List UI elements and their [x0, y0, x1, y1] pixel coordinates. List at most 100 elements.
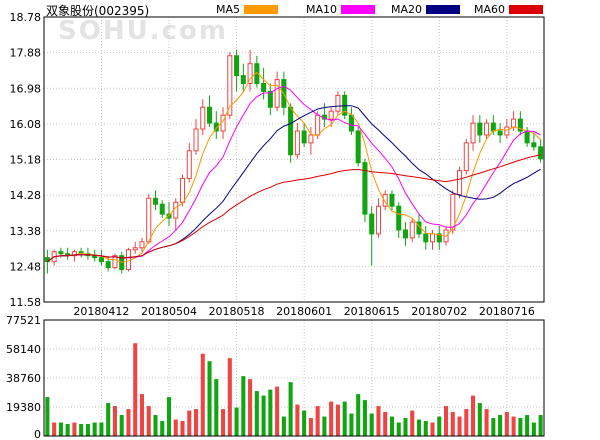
price-tick-label: 13.38 — [10, 225, 42, 238]
candle-down — [497, 130, 503, 136]
volume-bar-up — [126, 409, 131, 436]
candle-up — [484, 122, 490, 136]
ma5-line — [47, 71, 541, 263]
volume-bar-down — [322, 416, 327, 436]
volume-bar-down — [362, 400, 367, 436]
candle-up — [335, 94, 341, 112]
plot-frame — [43, 16, 545, 437]
volume-bar-up — [227, 358, 232, 436]
volume-bar-down — [207, 361, 212, 436]
candle-down — [166, 213, 172, 219]
volume-bar-down — [119, 415, 124, 436]
moving-average-lines — [47, 71, 541, 263]
candle-down — [402, 229, 409, 239]
volume-bar-up — [248, 379, 253, 436]
legend-ma5: MA5 — [216, 3, 279, 16]
candle-up — [247, 63, 253, 84]
volume-bar-up — [335, 404, 340, 436]
volume-bar-down — [214, 379, 219, 436]
candle-down — [436, 233, 442, 243]
volume-bar-up — [173, 419, 178, 436]
date-tick-label: 20180601 — [276, 305, 332, 318]
candle-down — [105, 261, 111, 269]
price-tick-label: 11.58 — [10, 296, 42, 309]
volume-bar-up — [315, 406, 320, 436]
volume-bar-down — [302, 410, 307, 436]
volume-bar-up — [430, 422, 435, 436]
volume-bar-down — [65, 424, 70, 436]
volume-bar-down — [531, 422, 536, 436]
volume-bar-down — [403, 418, 408, 436]
volume-bar-down — [234, 407, 239, 436]
candle-up — [463, 142, 469, 172]
candle-up — [112, 255, 118, 269]
candle-down — [348, 114, 354, 132]
legend-ma20: MA20 — [391, 2, 461, 16]
candle-up — [511, 118, 517, 128]
candle-down — [490, 122, 496, 132]
legend-ma10-label: MA10 — [306, 2, 338, 16]
volume-bar-down — [99, 422, 104, 436]
volume-bar-down — [241, 376, 246, 436]
volume-bar-down — [160, 421, 165, 436]
candle-down — [159, 203, 165, 215]
volume-bar-down — [538, 415, 543, 436]
volume-bar-up — [329, 401, 334, 436]
price-tick-label: 16.08 — [10, 118, 42, 131]
volume-bar-up — [410, 410, 415, 436]
volume-bar-down — [498, 415, 503, 436]
candle-up — [227, 55, 233, 116]
volume-bar-up — [112, 406, 117, 436]
volume-bar-down — [389, 416, 394, 436]
candle-up — [457, 170, 463, 195]
volume-bar-up — [139, 394, 144, 436]
price-tick-label: 18.78 — [10, 11, 42, 24]
volume-bar-down — [281, 416, 286, 436]
legend-ma20-label: MA20 — [391, 2, 423, 16]
volume-bar-down — [491, 418, 496, 436]
volume-bar-down — [261, 395, 266, 436]
volume-panel-border — [43, 319, 545, 437]
legend-ma10: MA10 — [306, 2, 376, 16]
candle-up — [504, 126, 510, 136]
date-tick-label: 20180716 — [479, 305, 535, 318]
volume-bar-down — [166, 397, 172, 436]
candle-down — [396, 205, 402, 231]
candle-down — [538, 146, 544, 160]
volume-bar-down — [106, 403, 111, 436]
candle-down — [261, 83, 267, 92]
volume-bar-down — [416, 419, 422, 436]
price-tick-label: 16.98 — [10, 82, 42, 95]
date-tick-label: 20180702 — [411, 305, 467, 318]
volume-bar-up — [484, 409, 489, 436]
candle-down — [207, 106, 213, 124]
candle-down — [369, 213, 375, 235]
volume-bar-down — [423, 421, 428, 436]
volume-bar-up — [180, 421, 185, 436]
volume-tick-label: 77521 — [6, 314, 41, 327]
candle-down — [389, 193, 395, 207]
volume-bar-up — [187, 410, 192, 436]
legend-ma10-swatch — [341, 4, 376, 14]
candle-up — [308, 134, 314, 144]
volume-bar-down — [518, 418, 523, 436]
candle-up — [375, 205, 381, 235]
candle-up — [193, 128, 199, 152]
volume-bar-up — [221, 409, 226, 436]
candle-up — [450, 193, 456, 231]
volume-bar-down — [58, 422, 63, 436]
price-tick-label: 14.28 — [10, 189, 42, 202]
candle-up — [71, 251, 77, 257]
grid-lines — [44, 16, 544, 437]
volume-bar-down — [477, 403, 482, 436]
volume-bar-up — [200, 353, 205, 436]
price-tick-label: 17.88 — [10, 47, 42, 60]
candle-up — [146, 197, 152, 243]
chart-title: 双象股份(002395) — [46, 4, 150, 18]
volume-bar-up — [295, 404, 300, 436]
candle-down — [355, 130, 361, 164]
candle-down — [240, 75, 246, 85]
volume-bar-up — [308, 418, 313, 436]
candle-up — [200, 106, 206, 130]
volume-bar-down — [525, 415, 530, 436]
